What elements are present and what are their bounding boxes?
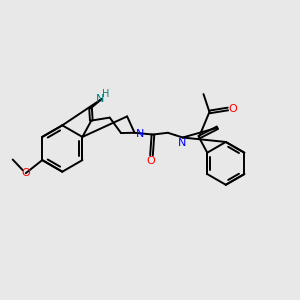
Text: N: N [96,94,105,104]
Text: N: N [136,129,144,139]
Text: H: H [102,89,109,99]
Text: O: O [229,104,238,114]
Text: N: N [178,138,186,148]
Text: O: O [146,156,155,166]
Text: O: O [21,168,30,178]
